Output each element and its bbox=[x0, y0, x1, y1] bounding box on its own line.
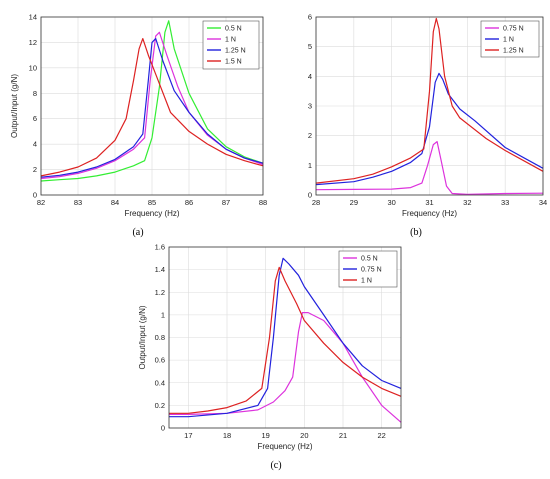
y-tick-label: 2 bbox=[33, 165, 37, 174]
x-tick-label: 86 bbox=[185, 198, 193, 207]
y-tick-label: 14 bbox=[29, 13, 37, 22]
series-line-0-5-n bbox=[40, 20, 264, 182]
x-axis-title: Frequency (Hz) bbox=[257, 442, 312, 451]
axes-frame bbox=[315, 16, 544, 196]
legend-label: 1.5 N bbox=[225, 59, 242, 66]
series-line-1-n bbox=[315, 72, 544, 186]
x-tick-label: 88 bbox=[259, 198, 267, 207]
x-tick-label: 20 bbox=[300, 431, 308, 440]
x-tick-label: 85 bbox=[148, 198, 156, 207]
legend-label: 1 N bbox=[503, 37, 514, 44]
x-axis-title: Frequency (Hz) bbox=[402, 209, 457, 218]
x-tick-label: 83 bbox=[74, 198, 82, 207]
axes-frame bbox=[168, 246, 402, 429]
y-axis-title: Output/Input (g/N) bbox=[10, 74, 19, 138]
x-tick-label: 28 bbox=[312, 198, 320, 207]
y-tick-label: 0 bbox=[161, 424, 165, 433]
x-tick-label: 34 bbox=[539, 198, 547, 207]
y-tick-label: 0 bbox=[308, 191, 312, 200]
legend-label: 1 N bbox=[225, 37, 236, 44]
x-tick-label: 19 bbox=[261, 431, 269, 440]
x-tick-label: 29 bbox=[350, 198, 358, 207]
legend-label: 0.75 N bbox=[361, 267, 382, 274]
x-tick-label: 31 bbox=[425, 198, 433, 207]
y-tick-label: 1.4 bbox=[155, 265, 165, 274]
x-tick-label: 32 bbox=[463, 198, 471, 207]
x-tick-label: 87 bbox=[222, 198, 230, 207]
chart-panel-1: 82 83 84 85 86 87 88 0 2 4 6 8 10 12 14 Frequency (Hz) O… bbox=[10, 13, 267, 219]
legend-label: 1.25 N bbox=[225, 48, 246, 55]
y-tick-label: 2 bbox=[308, 131, 312, 140]
legend: 0.5 N 1 N 1.25 N 1.5 N bbox=[202, 20, 260, 70]
x-tick-label: 18 bbox=[223, 431, 231, 440]
y-tick-label: 5 bbox=[308, 42, 312, 51]
x-tick-label: 82 bbox=[37, 198, 45, 207]
y-tick-label: 0.2 bbox=[155, 401, 165, 410]
axes-frame bbox=[40, 16, 264, 196]
y-tick-label: 0.4 bbox=[155, 378, 165, 387]
series-line-0-75-n bbox=[315, 141, 544, 195]
legend-label: 0.5 N bbox=[225, 26, 242, 33]
y-tick-label: 3 bbox=[308, 102, 312, 111]
legend-label: 0.5 N bbox=[361, 256, 378, 263]
legend-label: 1.25 N bbox=[503, 48, 524, 55]
y-tick-label: 1 bbox=[161, 310, 165, 319]
x-tick-label: 30 bbox=[387, 198, 395, 207]
y-tick-label: 4 bbox=[33, 140, 37, 149]
series-line-1-n bbox=[40, 31, 264, 180]
series-line-0-5-n bbox=[169, 312, 402, 423]
caption-c: (c) bbox=[270, 460, 282, 471]
x-axis-title: Frequency (Hz) bbox=[124, 209, 179, 218]
y-tick-label: 1.6 bbox=[155, 243, 165, 252]
y-tick-label: 1 bbox=[308, 161, 312, 170]
x-tick-label: 21 bbox=[339, 431, 347, 440]
x-tick-label: 22 bbox=[377, 431, 385, 440]
series-line-0-75-n bbox=[169, 257, 402, 418]
chart-panel-3: 17 18 19 20 21 22 0 0.2 0.4 0.6 0.8 1 1.2 1.4 1.6 Frequ… bbox=[138, 243, 402, 451]
legend: 0.5 N 0.75 N 1 N bbox=[338, 250, 398, 288]
caption-a: (a) bbox=[132, 227, 144, 238]
y-tick-label: 0.6 bbox=[155, 356, 165, 365]
y-tick-label: 0.8 bbox=[155, 333, 165, 342]
caption-b: (b) bbox=[410, 227, 422, 238]
y-tick-label: 1.2 bbox=[155, 288, 165, 297]
x-tick-label: 84 bbox=[111, 198, 119, 207]
legend-label: 1 N bbox=[361, 278, 372, 285]
series-line-1-25-n bbox=[315, 17, 544, 184]
legend-label: 0.75 N bbox=[503, 26, 524, 33]
y-axis-title: Output/Input (g/N) bbox=[138, 305, 147, 369]
x-tick-label: 17 bbox=[184, 431, 192, 440]
y-tick-label: 8 bbox=[33, 89, 37, 98]
y-tick-label: 6 bbox=[308, 13, 312, 22]
y-tick-label: 10 bbox=[29, 63, 37, 72]
series-line-1-n bbox=[169, 266, 402, 414]
legend: 0.75 N 1 N 1.25 N bbox=[480, 20, 540, 58]
series-line-1-5-n bbox=[40, 37, 264, 177]
series-line-1-25-n bbox=[40, 37, 264, 178]
y-tick-label: 12 bbox=[29, 38, 37, 47]
y-tick-label: 4 bbox=[308, 72, 312, 81]
y-tick-label: 0 bbox=[33, 191, 37, 200]
y-tick-label: 6 bbox=[33, 114, 37, 123]
x-tick-label: 33 bbox=[501, 198, 509, 207]
